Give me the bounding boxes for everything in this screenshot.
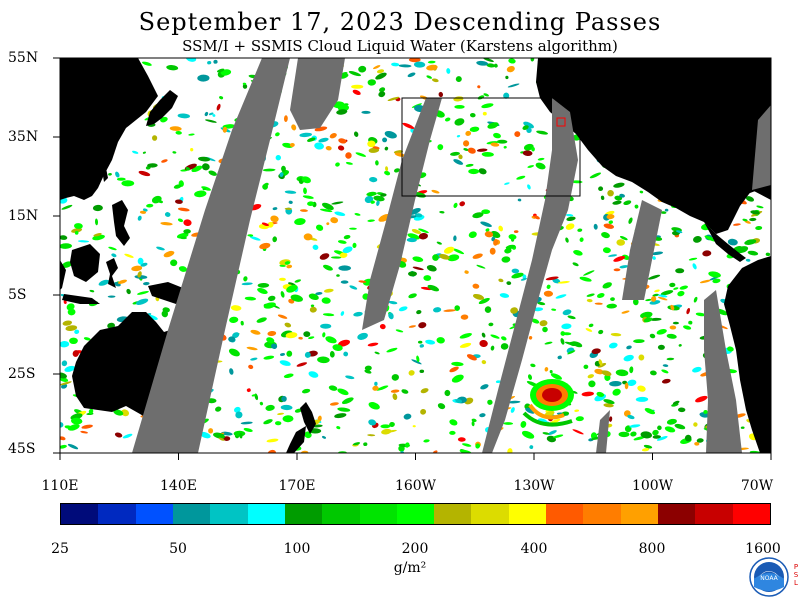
colorbar-cell-1	[98, 504, 136, 524]
colorbar-cell-16	[658, 504, 696, 524]
colorbar	[60, 503, 771, 525]
colorbar-cell-5	[247, 504, 285, 524]
colorbar-cell-14	[583, 504, 621, 524]
lon-label-110e: 110E	[41, 478, 79, 494]
lon-label-130w: 130W	[513, 478, 555, 494]
colorbar-tick-100: 100	[283, 541, 311, 557]
land-sumatra	[60, 260, 66, 290]
colorbar-cell-17	[695, 504, 733, 524]
lon-label-170e: 170E	[278, 478, 316, 494]
swath-gap-3	[362, 98, 442, 330]
colorbar-tick-400: 400	[520, 541, 548, 557]
colorbar-tick-50: 50	[169, 541, 187, 557]
swath-gap-8	[752, 105, 771, 190]
colorbar-cell-13	[546, 504, 584, 524]
swath-gap-6	[704, 290, 742, 453]
colorbar-cell-9	[396, 504, 435, 524]
colorbar-cell-0	[61, 504, 99, 524]
land-philippines	[112, 200, 130, 246]
lon-label-140e: 140E	[160, 478, 197, 494]
land-east-asia	[60, 58, 158, 200]
land-masses	[60, 58, 771, 453]
colorbar-cell-18	[732, 504, 770, 524]
lon-label-100w: 100W	[631, 478, 674, 494]
land-borneo	[70, 244, 100, 282]
lat-label-35n: 35N	[8, 129, 39, 145]
land-taiwan	[102, 168, 108, 182]
colorbar-cell-8	[359, 504, 397, 524]
land-japan	[146, 90, 178, 126]
land-new-zealand-south	[286, 426, 306, 453]
land-north-america	[536, 58, 771, 234]
colorbar-tick-1600: 1600	[745, 541, 781, 557]
location-marker	[556, 117, 566, 127]
colorbar-tick-200: 200	[401, 541, 429, 557]
map-subtitle: SSM/I + SSMIS Cloud Liquid Water (Karste…	[182, 37, 618, 55]
swath-gap-4	[482, 98, 578, 453]
colorbar-cell-2	[135, 504, 173, 524]
axis-ticks	[53, 57, 772, 460]
land-sulawesi	[106, 258, 118, 288]
no-data-swaths	[132, 58, 771, 453]
region-box	[401, 97, 581, 197]
svg-text:NOAA: NOAA	[760, 575, 778, 582]
lat-label-45s: 45S	[8, 441, 36, 457]
colorbar-cell-6	[284, 504, 323, 524]
colorbar-cell-4	[210, 504, 248, 524]
storm-system	[522, 379, 574, 427]
swath-gap-5	[622, 200, 662, 300]
colorbar-cell-12	[508, 504, 547, 524]
lat-label-15n: 15N	[8, 208, 39, 224]
lat-label-55n: 55N	[8, 50, 39, 66]
colorbar-cell-10	[434, 504, 472, 524]
land-new-zealand-north	[300, 402, 316, 434]
colorbar-cell-3	[172, 504, 211, 524]
colorbar-tick-25: 25	[51, 541, 69, 557]
land-south-america	[724, 256, 771, 453]
lat-label-25s: 25S	[8, 366, 36, 382]
lat-label-5s: 5S	[8, 287, 27, 303]
swath-gap-2	[290, 58, 345, 130]
lon-label-160w: 160W	[394, 478, 437, 494]
map-title: September 17, 2023 Descending Passes	[138, 8, 662, 36]
colorbar-cell-11	[471, 504, 509, 524]
colorbar-tick-800: 800	[638, 541, 666, 557]
noaa-logo: NOAA	[749, 557, 789, 597]
colorbar-units: g/m²	[393, 560, 427, 576]
colorbar-cell-15	[620, 504, 658, 524]
land-central-america	[704, 222, 746, 262]
land-java	[62, 294, 100, 304]
lon-label-70w: 70W	[740, 478, 774, 494]
swath-gap-1	[132, 58, 290, 453]
colorbar-cell-7	[322, 504, 360, 524]
swath-gap-7	[596, 410, 610, 453]
